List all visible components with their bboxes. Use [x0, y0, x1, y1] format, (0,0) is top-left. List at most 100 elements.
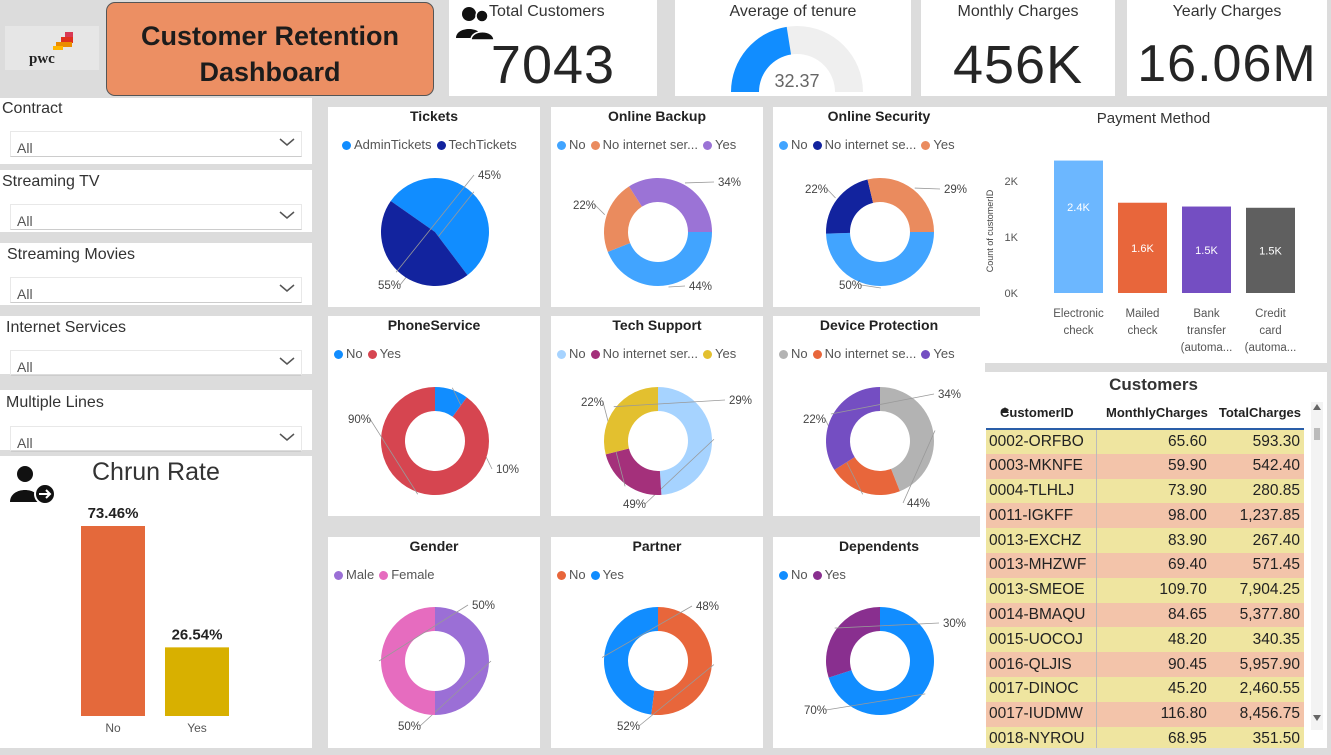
pie-slice-no-internet-se[interactable]	[826, 179, 874, 234]
legend-item[interactable]: Yes	[812, 567, 846, 582]
legend-item[interactable]: Yes	[590, 567, 624, 582]
payment-y-tick-label: 1K	[1005, 232, 1019, 244]
kpi-monthly-charges: Monthly Charges 456K	[921, 0, 1115, 96]
legend: No No internet ser... Yes	[557, 346, 741, 361]
table-row[interactable]: 0004-TLHLJ 73.90 280.85	[986, 478, 1304, 504]
slice-percent-label: 22%	[803, 414, 826, 426]
column-header-customerid[interactable]: CustomerID	[986, 398, 1097, 430]
legend-item[interactable]: Yes	[703, 346, 736, 361]
table-row[interactable]: 0003-MKNFE 59.90 542.40	[986, 453, 1304, 479]
pie-slice-yes[interactable]	[629, 178, 712, 232]
slicer-contract: Contract All	[0, 98, 312, 164]
pie-slice-no[interactable]	[658, 387, 713, 495]
pie-slice-yes[interactable]	[604, 387, 658, 455]
table-row[interactable]: 0011-IGKFF 98.00 1,237.85	[986, 503, 1304, 529]
legend-item[interactable]: Female	[379, 567, 435, 582]
pie-slice-yes[interactable]	[867, 178, 934, 232]
cell-totalcharges: 351.50	[1210, 726, 1304, 748]
legend-item[interactable]: No internet ser...	[590, 137, 698, 152]
table-row[interactable]: 0017-DINOC 45.20 2,460.55	[986, 676, 1304, 702]
slicer-multiple-lines-dropdown[interactable]: All	[10, 426, 302, 452]
table-row[interactable]: 0016-QLJIS 90.45 5,957.90	[986, 652, 1304, 677]
legend-item[interactable]: AdminTickets	[342, 137, 432, 152]
pie-slice-male[interactable]	[435, 607, 489, 715]
pie-slice-no-internet-se[interactable]	[834, 457, 900, 495]
legend-item[interactable]: No internet ser...	[590, 346, 699, 361]
table-scrollbar[interactable]	[1311, 402, 1323, 730]
pie-slice-no-internet-ser[interactable]	[604, 186, 642, 252]
pie-slice-no[interactable]	[435, 387, 467, 417]
pie-slice-yes[interactable]	[381, 387, 489, 495]
pie-slice-no[interactable]	[826, 232, 934, 287]
leader-line	[830, 393, 935, 415]
payment-y-tick-label: 0K	[1005, 288, 1019, 300]
pie-slice-yes[interactable]	[826, 387, 880, 470]
panel-device-protection: Device Protection No No internet se... Yes 4…	[773, 316, 985, 516]
cell-totalcharges: 571.45	[1210, 552, 1304, 578]
slicer-streaming-movies-dropdown[interactable]: All	[10, 277, 302, 303]
scrollbar-thumb[interactable]	[1314, 428, 1320, 440]
legend-label: No	[569, 137, 586, 152]
payment-bar-1[interactable]	[1118, 202, 1167, 293]
table-row[interactable]: 0018-NYROU 68.95 351.50	[986, 726, 1304, 748]
legend-item[interactable]: No	[557, 567, 586, 582]
slicer-internet-services-dropdown[interactable]: All	[10, 350, 302, 376]
legend-label: No internet ser...	[602, 346, 699, 361]
customers-table-panel: Customers CustomerID MonthlyCharges Tota…	[980, 372, 1327, 748]
table-row[interactable]: 0013-EXCHZ 83.90 267.40	[986, 528, 1304, 553]
pie-slice-no[interactable]	[651, 607, 712, 715]
legend-item[interactable]: No internet se...	[812, 137, 916, 152]
gauge-fill	[731, 26, 792, 92]
pie-slice-female[interactable]	[381, 607, 435, 715]
legend-item[interactable]: No	[334, 346, 363, 361]
column-header-monthlycharges[interactable]: MonthlyCharges	[1096, 398, 1211, 430]
legend-item[interactable]: Yes	[921, 137, 955, 152]
legend-item[interactable]: No	[557, 346, 586, 361]
legend-dot	[703, 350, 713, 359]
leader-line	[378, 604, 469, 662]
panel-partner: Partner No Yes 52% 48%	[551, 537, 763, 748]
table-row[interactable]: 0002-ORFBO 65.60 593.30	[986, 429, 1304, 454]
table-row[interactable]: 0017-IUDMW 116.80 8,456.75	[986, 701, 1304, 727]
slicer-contract-dropdown[interactable]: All	[10, 131, 302, 157]
legend-item[interactable]: No	[779, 567, 808, 582]
slice-percent-label: 70%	[804, 705, 827, 717]
legend-dot	[779, 571, 788, 580]
scroll-down-icon[interactable]	[1313, 715, 1321, 721]
pie-slice-no[interactable]	[828, 607, 934, 715]
legend-item[interactable]: No internet se...	[812, 346, 916, 361]
pie-slice-no[interactable]	[880, 387, 934, 492]
table-row[interactable]: 0015-UOCOJ 48.20 340.35	[986, 627, 1304, 653]
pie-chart: 10% 90%	[348, 387, 519, 495]
legend-dot	[779, 141, 788, 150]
slicer-streaming-tv-dropdown[interactable]: All	[10, 204, 302, 230]
payment-y-tick-label: 2K	[1005, 176, 1019, 188]
pie-slice-no[interactable]	[607, 232, 712, 287]
pie-slice-no-internet-ser[interactable]	[605, 448, 662, 495]
legend-item[interactable]: No	[557, 137, 586, 152]
column-header-totalcharges[interactable]: TotalCharges	[1210, 398, 1304, 430]
legend-item[interactable]: Yes	[921, 346, 955, 361]
legend-item[interactable]: No	[779, 137, 808, 152]
cell-customerid: 0013-EXCHZ	[986, 528, 1098, 553]
pie-slice-admintickets[interactable]	[390, 177, 489, 276]
scroll-up-icon[interactable]	[1313, 404, 1321, 410]
pie-slice-yes[interactable]	[604, 607, 658, 715]
legend-item[interactable]: No	[779, 346, 808, 361]
dashboard-title: Customer Retention Dashboard	[106, 2, 434, 96]
payment-bar-2[interactable]	[1182, 206, 1231, 293]
payment-bar-3[interactable]	[1246, 207, 1295, 293]
table-row[interactable]: 0013-SMEOE 109.70 7,904.25	[986, 577, 1304, 603]
table-row[interactable]: 0013-MHZWF 69.40 571.45	[986, 552, 1304, 578]
legend-item[interactable]: TechTickets	[436, 137, 517, 152]
table-row[interactable]: 0014-BMAQU 84.65 5,377.80	[986, 602, 1304, 628]
churn-bar-no[interactable]	[81, 526, 145, 716]
panel-dependents: Dependents No Yes 70% 30%	[773, 537, 985, 748]
payment-bar-0[interactable]	[1054, 160, 1103, 293]
churn-bar-yes[interactable]	[165, 647, 229, 716]
legend-item[interactable]: Male	[334, 567, 374, 582]
legend-item[interactable]: Yes	[703, 137, 736, 152]
legend-item[interactable]: Yes	[367, 346, 401, 361]
pie-slice-yes[interactable]	[826, 607, 880, 678]
pie-chart: 44% 22% 34%	[573, 177, 741, 293]
